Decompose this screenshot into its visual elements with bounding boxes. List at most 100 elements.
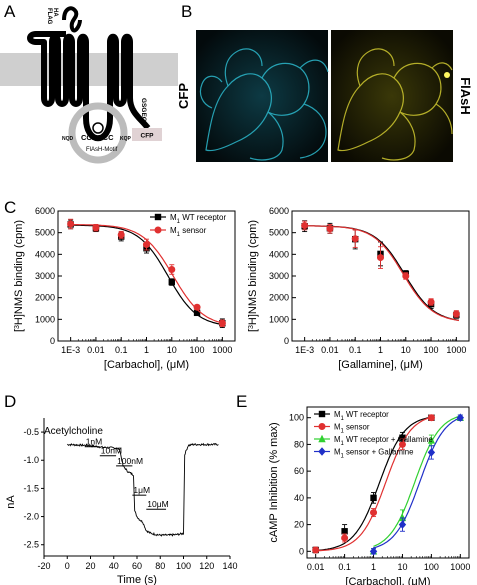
- chart-carbachol-binding: 1E-3 0.01 0.1 1 10 100 1000 0 1000 2000 3000 4000 50…: [13, 206, 236, 371]
- legend-1-label-sub: 1: [341, 429, 345, 435]
- tag-flag-label: FLAG: [46, 8, 52, 25]
- legend-1-label: M1 sensor: [170, 226, 207, 238]
- microscopy-flash: [331, 30, 453, 162]
- y-axis-label: [3H]NMS binding (cpm): [247, 220, 259, 332]
- series-1: [312, 414, 435, 554]
- flash-motif-loop: [68, 102, 128, 164]
- bright-spot: [444, 72, 450, 78]
- series-3-fit-curve: [373, 417, 461, 549]
- panel-letter-d: D: [4, 392, 17, 411]
- receptor-schematic: [0, 6, 178, 164]
- linker-label: GSGEG: [140, 98, 147, 122]
- series-0-point: [193, 309, 201, 317]
- x-tick-label: 1: [144, 345, 149, 355]
- series-0-point: [399, 434, 406, 441]
- legend-1-label-pre: M: [170, 226, 177, 235]
- x-tick-label: 0.1: [338, 562, 351, 572]
- y-axis-label-sup: 3: [14, 325, 21, 329]
- legend-1-label-post: sensor: [180, 226, 207, 235]
- series-3-point: [369, 547, 378, 556]
- panel-letter-b: B: [181, 2, 193, 21]
- x-tick-label: 1000: [212, 345, 232, 355]
- y-axis-label-pre: [: [13, 329, 25, 332]
- series-0-fit-curve: [302, 225, 459, 321]
- series-1-point: [312, 546, 320, 554]
- x-tick-label: 1: [371, 562, 376, 572]
- series-3-point: [398, 520, 407, 529]
- x-tick-label: 100: [190, 345, 205, 355]
- series-0: [301, 220, 460, 321]
- panel-letter-c: C: [4, 198, 17, 217]
- series-1-point: [377, 254, 384, 262]
- series-1-point: [117, 231, 125, 239]
- series-1-point: [301, 222, 309, 230]
- x-axis-label: [Carbachol], (μM): [345, 576, 430, 585]
- x-tick-label: 1000: [450, 562, 470, 572]
- series-1-point: [398, 440, 406, 448]
- y-tick-label: 3000: [35, 271, 55, 281]
- legend-2-marker: [318, 434, 326, 443]
- y-tick-label: 5000: [35, 228, 55, 238]
- series-0-point: [168, 278, 175, 286]
- series-1-point: [193, 303, 201, 311]
- concentration-label-2: 100nM: [117, 456, 143, 466]
- series-3: [369, 413, 465, 556]
- x-tick-label: 10: [167, 345, 177, 355]
- x-tick-label: 0.1: [349, 345, 362, 355]
- chart-current-trace: -20 0 20 40 60 80 100 120 140 -2.5 -2.0 -1.5 -1.0 -0.…: [5, 418, 238, 585]
- y-axis-label-post: H]NMS binding (cpm): [247, 220, 259, 325]
- concentration-label-4: 10μM: [147, 499, 168, 509]
- y-tick-label: 5000: [269, 228, 289, 238]
- y-tick-label: -2.0: [23, 512, 39, 522]
- series-1-point: [370, 509, 378, 517]
- legend-3-label-pre: M: [334, 448, 341, 457]
- y-tick-label: -0.5: [23, 427, 39, 437]
- y-tick-label: -1.5: [23, 483, 39, 493]
- plot-frame: [291, 210, 470, 342]
- motif-left-label: NQD: [62, 136, 74, 142]
- legend-2-label-pre: M: [334, 435, 341, 444]
- cfp-box: [132, 128, 162, 141]
- y-tick-label: 4000: [35, 249, 55, 259]
- chart-camp-inhibition: 0.01 0.1 1 10 100 1000 0 20 40 60 80 100 [Carbachol]…: [268, 406, 470, 585]
- series-1-point: [168, 266, 176, 273]
- legend-0-label-pre: M: [170, 213, 177, 222]
- x-tick-label: 1E-3: [61, 345, 80, 355]
- legend-0-label-post: WT receptor: [344, 410, 389, 419]
- y-tick-label: 40: [294, 493, 304, 503]
- legend-1-label-sub: 1: [177, 232, 181, 238]
- motif-caption: FlAsH-Motif: [86, 147, 118, 153]
- legend-1-label-pre: M: [334, 423, 341, 432]
- series-1-point: [67, 220, 75, 228]
- series-0-point: [370, 494, 377, 502]
- series-1-point: [341, 534, 349, 542]
- y-axis-label-pre: [: [247, 329, 259, 332]
- motif-core-label: CCPGCC: [81, 133, 114, 142]
- legend-0-label: M1 WT receptor: [334, 410, 389, 422]
- legend-0-marker: [154, 213, 162, 221]
- x-tick-label: 60: [132, 561, 142, 571]
- x-tick-label: 1000: [446, 345, 466, 355]
- x-axis-label: [Carbachol], (μM): [104, 359, 189, 371]
- x-tick-label: 1E-3: [295, 345, 314, 355]
- y-tick-label: 100: [289, 413, 304, 423]
- y-tick-label: 3000: [269, 271, 289, 281]
- y-axis-label: [3H]NMS binding (cpm): [13, 220, 25, 332]
- plot-frame: [306, 406, 470, 559]
- legend-1-label: M1 sensor: [334, 423, 370, 435]
- drug-label: Acetylcholine: [44, 426, 103, 437]
- series-1-point: [218, 319, 226, 327]
- x-tick-label: 10: [397, 562, 407, 572]
- series-1-point: [427, 414, 435, 422]
- panel-letter-e: E: [236, 392, 248, 411]
- series-1: [67, 218, 226, 327]
- cfp-label: CFP: [141, 133, 155, 140]
- flash-binding-site: [92, 122, 104, 134]
- series-0-point: [341, 528, 348, 535]
- x-tick-label: 100: [176, 561, 191, 571]
- x-tick-label: 140: [222, 561, 237, 571]
- legend-1-marker: [318, 423, 326, 430]
- y-tick-label: 60: [294, 466, 304, 476]
- legend-2-label-sub: 1: [341, 441, 345, 447]
